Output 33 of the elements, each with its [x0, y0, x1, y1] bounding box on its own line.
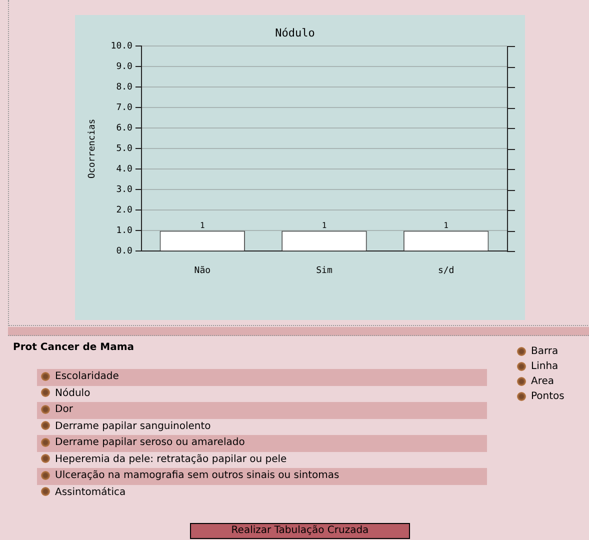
- data-label: 1: [322, 220, 327, 230]
- y-tick-label: 7.0: [116, 103, 132, 114]
- y-tick-label: 9.0: [116, 62, 132, 72]
- y-tick-label: 5.0: [116, 144, 132, 154]
- data-label: 1: [444, 220, 449, 230]
- text: Derrame papilar seroso ou amarelado: [55, 437, 245, 448]
- y-tick-label: 10.0: [110, 42, 132, 52]
- text: Realizar Tabulação Cruzada: [190, 523, 410, 539]
- text: Dor: [55, 404, 73, 415]
- text: Linha: [531, 361, 558, 372]
- text: Ulceração na mamografia sem outros sinais ou sintomas: [55, 470, 340, 481]
- y-tick-label: 4.0: [116, 164, 132, 175]
- text: Assintomática: [55, 486, 126, 498]
- text: Nódulo: [55, 388, 90, 398]
- x-tick-label: Não: [194, 266, 211, 276]
- y-tick-label: 1.0: [116, 226, 132, 236]
- y-tick-label: 8.0: [116, 82, 132, 93]
- y-tick-label: 6.0: [116, 124, 132, 134]
- text: Barra: [531, 346, 558, 357]
- chart-title: Nódulo: [275, 26, 315, 40]
- x-tick-label: s/d: [438, 266, 454, 276]
- data-label: 1: [200, 220, 205, 230]
- text: Heperemia da pele: retratação papilar ou pele: [55, 454, 287, 464]
- text: Prot Cancer de Mama: [13, 342, 134, 353]
- y-tick-label: 0.0: [116, 246, 132, 257]
- text: Pontos: [531, 391, 564, 402]
- y-tick-label: 3.0: [116, 185, 132, 196]
- text: Area: [531, 376, 554, 387]
- y-tick-label: 2.0: [116, 206, 132, 216]
- x-tick-label: Sim: [316, 266, 332, 276]
- y-axis-title: Ocorrencias: [88, 118, 98, 179]
- text: Derrame papilar sanguinolento: [55, 420, 211, 432]
- text: Escolaridade: [55, 371, 119, 382]
